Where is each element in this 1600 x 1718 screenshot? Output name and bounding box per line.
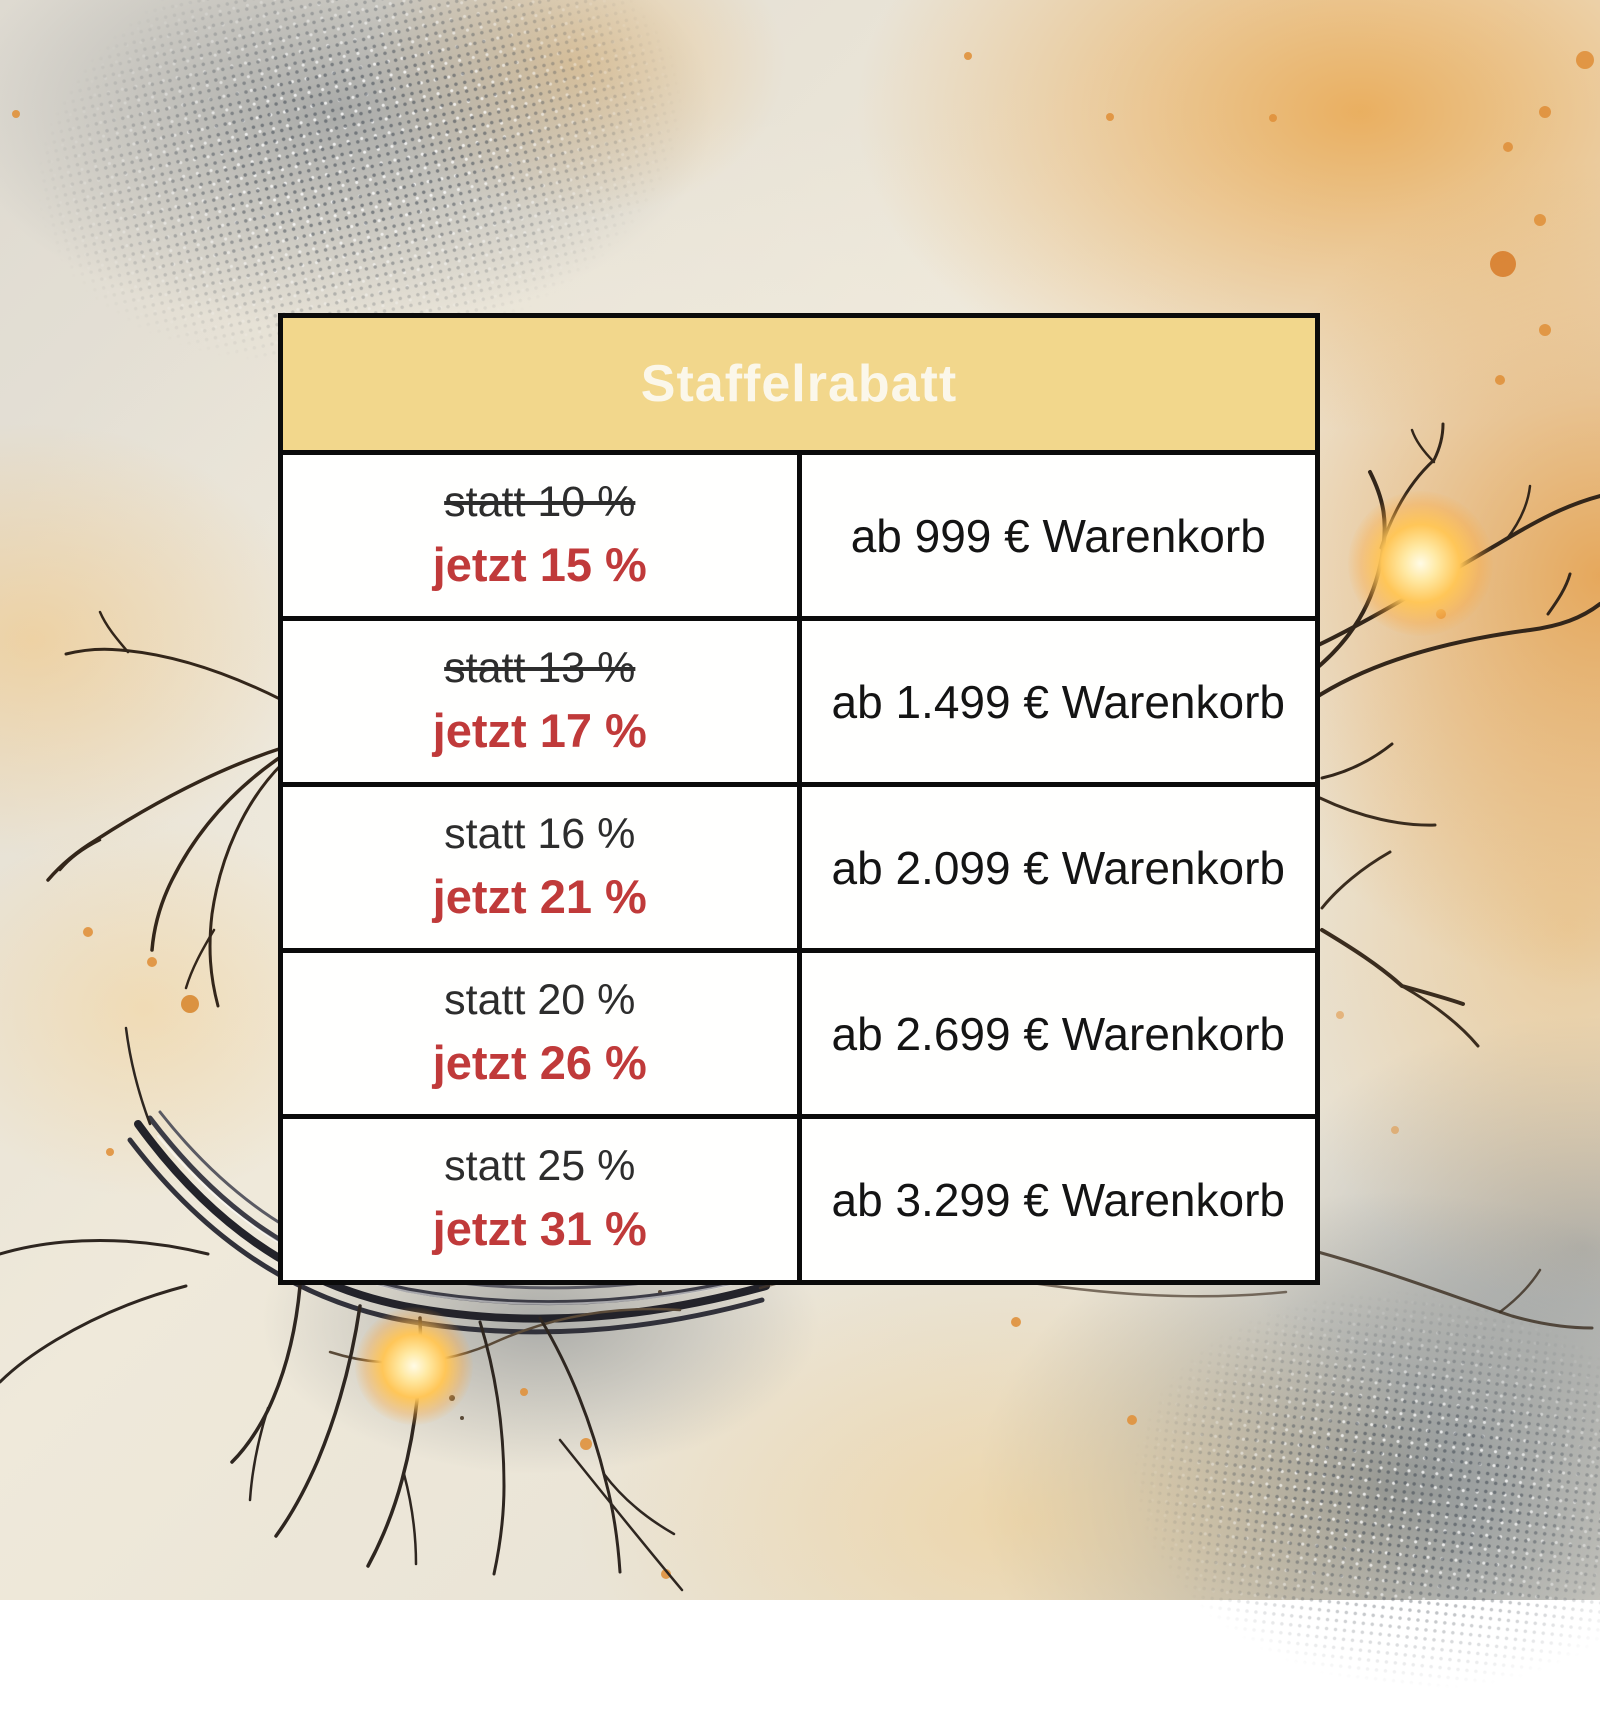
discount-table: Staffelrabatt statt 10 % jetzt 15 % ab 9… — [278, 313, 1320, 1285]
old-discount: statt 20 % — [444, 976, 636, 1025]
old-discount: statt 10 % — [444, 478, 636, 527]
table-title: Staffelrabatt — [278, 313, 1320, 455]
threshold-text: ab 2.699 € Warenkorb — [831, 1007, 1285, 1060]
new-discount: jetzt 17 % — [432, 704, 647, 757]
discount-cell: statt 25 % jetzt 31 % — [278, 1114, 802, 1285]
new-discount: jetzt 15 % — [432, 538, 647, 591]
table-row: statt 10 % jetzt 15 % ab 999 € Warenkorb — [278, 450, 1320, 621]
table-header-row: Staffelrabatt — [278, 313, 1320, 455]
branch-right-upper — [1310, 422, 1600, 780]
discount-cell: statt 20 % jetzt 26 % — [278, 948, 802, 1119]
table-row: statt 20 % jetzt 26 % ab 2.699 € Warenko… — [278, 948, 1320, 1119]
threshold-text: ab 999 € Warenkorb — [850, 509, 1266, 562]
threshold-text: ab 2.099 € Warenkorb — [831, 841, 1285, 894]
old-discount: statt 13 % — [444, 644, 636, 693]
table-row: statt 13 % jetzt 17 % ab 1.499 € Warenko… — [278, 616, 1320, 787]
branch-left-cluster — [46, 610, 284, 1008]
threshold-text: ab 1.499 € Warenkorb — [831, 675, 1285, 728]
threshold-cell: ab 2.699 € Warenkorb — [796, 948, 1320, 1119]
threshold-text: ab 3.299 € Warenkorb — [831, 1173, 1285, 1226]
discount-cell: statt 10 % jetzt 15 % — [278, 450, 802, 621]
branch-right-lower — [1316, 796, 1594, 1330]
new-discount: jetzt 26 % — [432, 1036, 647, 1089]
new-discount: jetzt 21 % — [432, 870, 647, 923]
threshold-cell: ab 2.099 € Warenkorb — [796, 782, 1320, 953]
threshold-cell: ab 999 € Warenkorb — [796, 450, 1320, 621]
new-discount: jetzt 31 % — [432, 1202, 647, 1255]
old-discount: statt 16 % — [444, 810, 636, 859]
table-row: statt 25 % jetzt 31 % ab 3.299 € Warenko… — [278, 1114, 1320, 1285]
discount-cell: statt 13 % jetzt 17 % — [278, 616, 802, 787]
discount-cell: statt 16 % jetzt 21 % — [278, 782, 802, 953]
old-discount: statt 25 % — [444, 1142, 636, 1191]
threshold-cell: ab 1.499 € Warenkorb — [796, 616, 1320, 787]
table-row: statt 16 % jetzt 21 % ab 2.099 € Warenko… — [278, 782, 1320, 953]
threshold-cell: ab 3.299 € Warenkorb — [796, 1114, 1320, 1285]
